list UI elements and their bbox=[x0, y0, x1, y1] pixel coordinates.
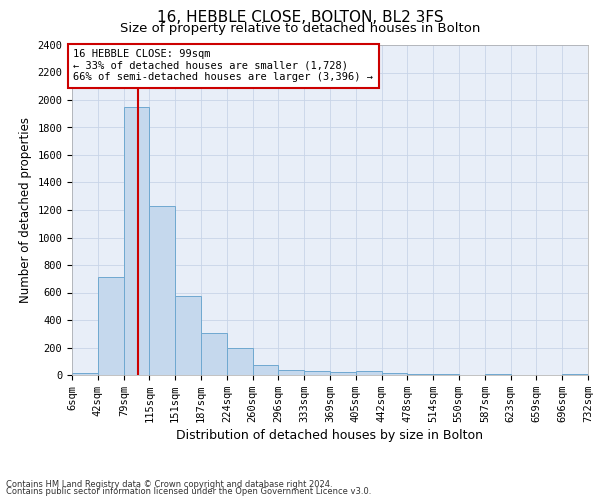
Bar bbox=[433, 374, 458, 375]
Bar bbox=[200, 333, 227, 375]
Bar bbox=[382, 373, 407, 375]
Text: 16 HEBBLE CLOSE: 99sqm
← 33% of detached houses are smaller (1,728)
66% of semi-: 16 HEBBLE CLOSE: 99sqm ← 33% of detached… bbox=[73, 49, 373, 82]
Bar bbox=[278, 370, 304, 375]
Bar bbox=[562, 374, 588, 375]
Bar bbox=[253, 364, 278, 375]
Bar bbox=[330, 372, 356, 375]
Bar bbox=[72, 373, 98, 375]
Bar bbox=[175, 296, 200, 375]
Text: 16, HEBBLE CLOSE, BOLTON, BL2 3FS: 16, HEBBLE CLOSE, BOLTON, BL2 3FS bbox=[157, 10, 443, 26]
Bar bbox=[124, 107, 149, 375]
Text: Size of property relative to detached houses in Bolton: Size of property relative to detached ho… bbox=[120, 22, 480, 35]
X-axis label: Distribution of detached houses by size in Bolton: Distribution of detached houses by size … bbox=[176, 429, 484, 442]
Bar bbox=[407, 374, 433, 375]
Text: Contains HM Land Registry data © Crown copyright and database right 2024.: Contains HM Land Registry data © Crown c… bbox=[6, 480, 332, 489]
Bar bbox=[356, 371, 382, 375]
Bar bbox=[227, 348, 253, 375]
Y-axis label: Number of detached properties: Number of detached properties bbox=[19, 117, 32, 303]
Text: Contains public sector information licensed under the Open Government Licence v3: Contains public sector information licen… bbox=[6, 487, 371, 496]
Bar bbox=[149, 206, 175, 375]
Bar bbox=[98, 278, 124, 375]
Bar bbox=[304, 371, 330, 375]
Bar bbox=[485, 374, 511, 375]
